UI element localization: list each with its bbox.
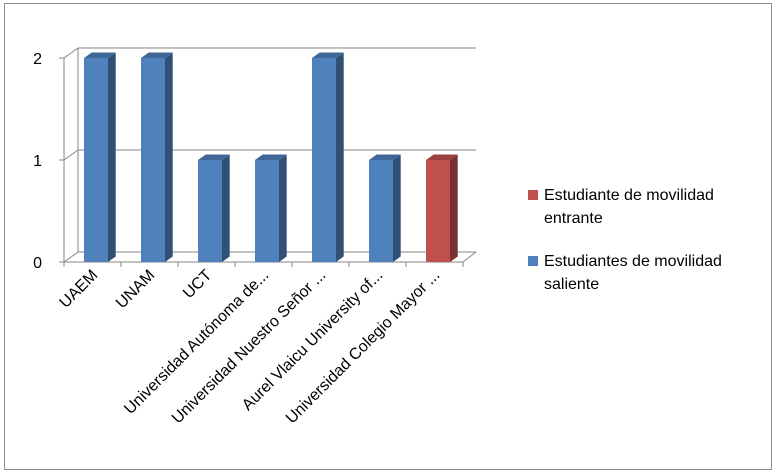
bar-side: [393, 154, 401, 262]
legend-label-line2: saliente: [544, 276, 599, 293]
legend-item: Estudiantes de movilidad saliente: [528, 253, 722, 293]
bar-top: [255, 154, 287, 160]
bar-front: [141, 58, 165, 262]
y-tick-label: 2: [33, 51, 42, 68]
bar-front: [255, 160, 279, 262]
bar-side: [336, 52, 344, 262]
bar-side: [279, 154, 287, 262]
bar-front: [426, 160, 450, 262]
x-tick-label: UAEM: [57, 267, 102, 312]
bar: [312, 52, 344, 262]
bar-front: [369, 160, 393, 262]
y-axis-ticks: 0 1 2: [33, 51, 42, 272]
bar: [84, 52, 116, 262]
bar-side: [108, 52, 116, 262]
legend-item: Estudiante de movilidad entrante: [528, 187, 714, 227]
gridline-depth: [63, 251, 79, 263]
bar-side: [222, 154, 230, 262]
x-tick-label: UNAM: [113, 267, 158, 312]
gridline-depth: [63, 47, 79, 59]
bar: [369, 154, 401, 262]
bar-top: [84, 52, 116, 58]
floor-right-edge: [462, 251, 477, 263]
bar-front: [198, 160, 222, 262]
bar-top: [312, 52, 344, 58]
bar-top: [141, 52, 173, 58]
bar-top: [426, 154, 458, 160]
x-tick-label: UCT: [180, 267, 215, 302]
legend-label: Estudiantes de movilidad: [544, 253, 722, 270]
bar-front: [312, 58, 336, 262]
bar: [198, 154, 230, 262]
bar-top: [369, 154, 401, 160]
legend-swatch: [528, 256, 538, 266]
legend: Estudiante de movilidadentranteEstudiant…: [528, 187, 722, 293]
bars: [84, 52, 458, 262]
bar-top: [198, 154, 230, 160]
legend-label: Estudiante de movilidad: [544, 187, 714, 204]
bar: [141, 52, 173, 262]
bar-side: [450, 154, 458, 262]
y-tick-label: 1: [33, 153, 42, 170]
bar-side: [165, 52, 173, 262]
legend-label-line2: entrante: [544, 210, 603, 227]
gridline-depth: [63, 149, 79, 161]
y-tick-label: 0: [33, 255, 42, 272]
bar: [255, 154, 287, 262]
bar-front: [84, 58, 108, 262]
bar: [426, 154, 458, 262]
legend-swatch: [528, 190, 538, 200]
